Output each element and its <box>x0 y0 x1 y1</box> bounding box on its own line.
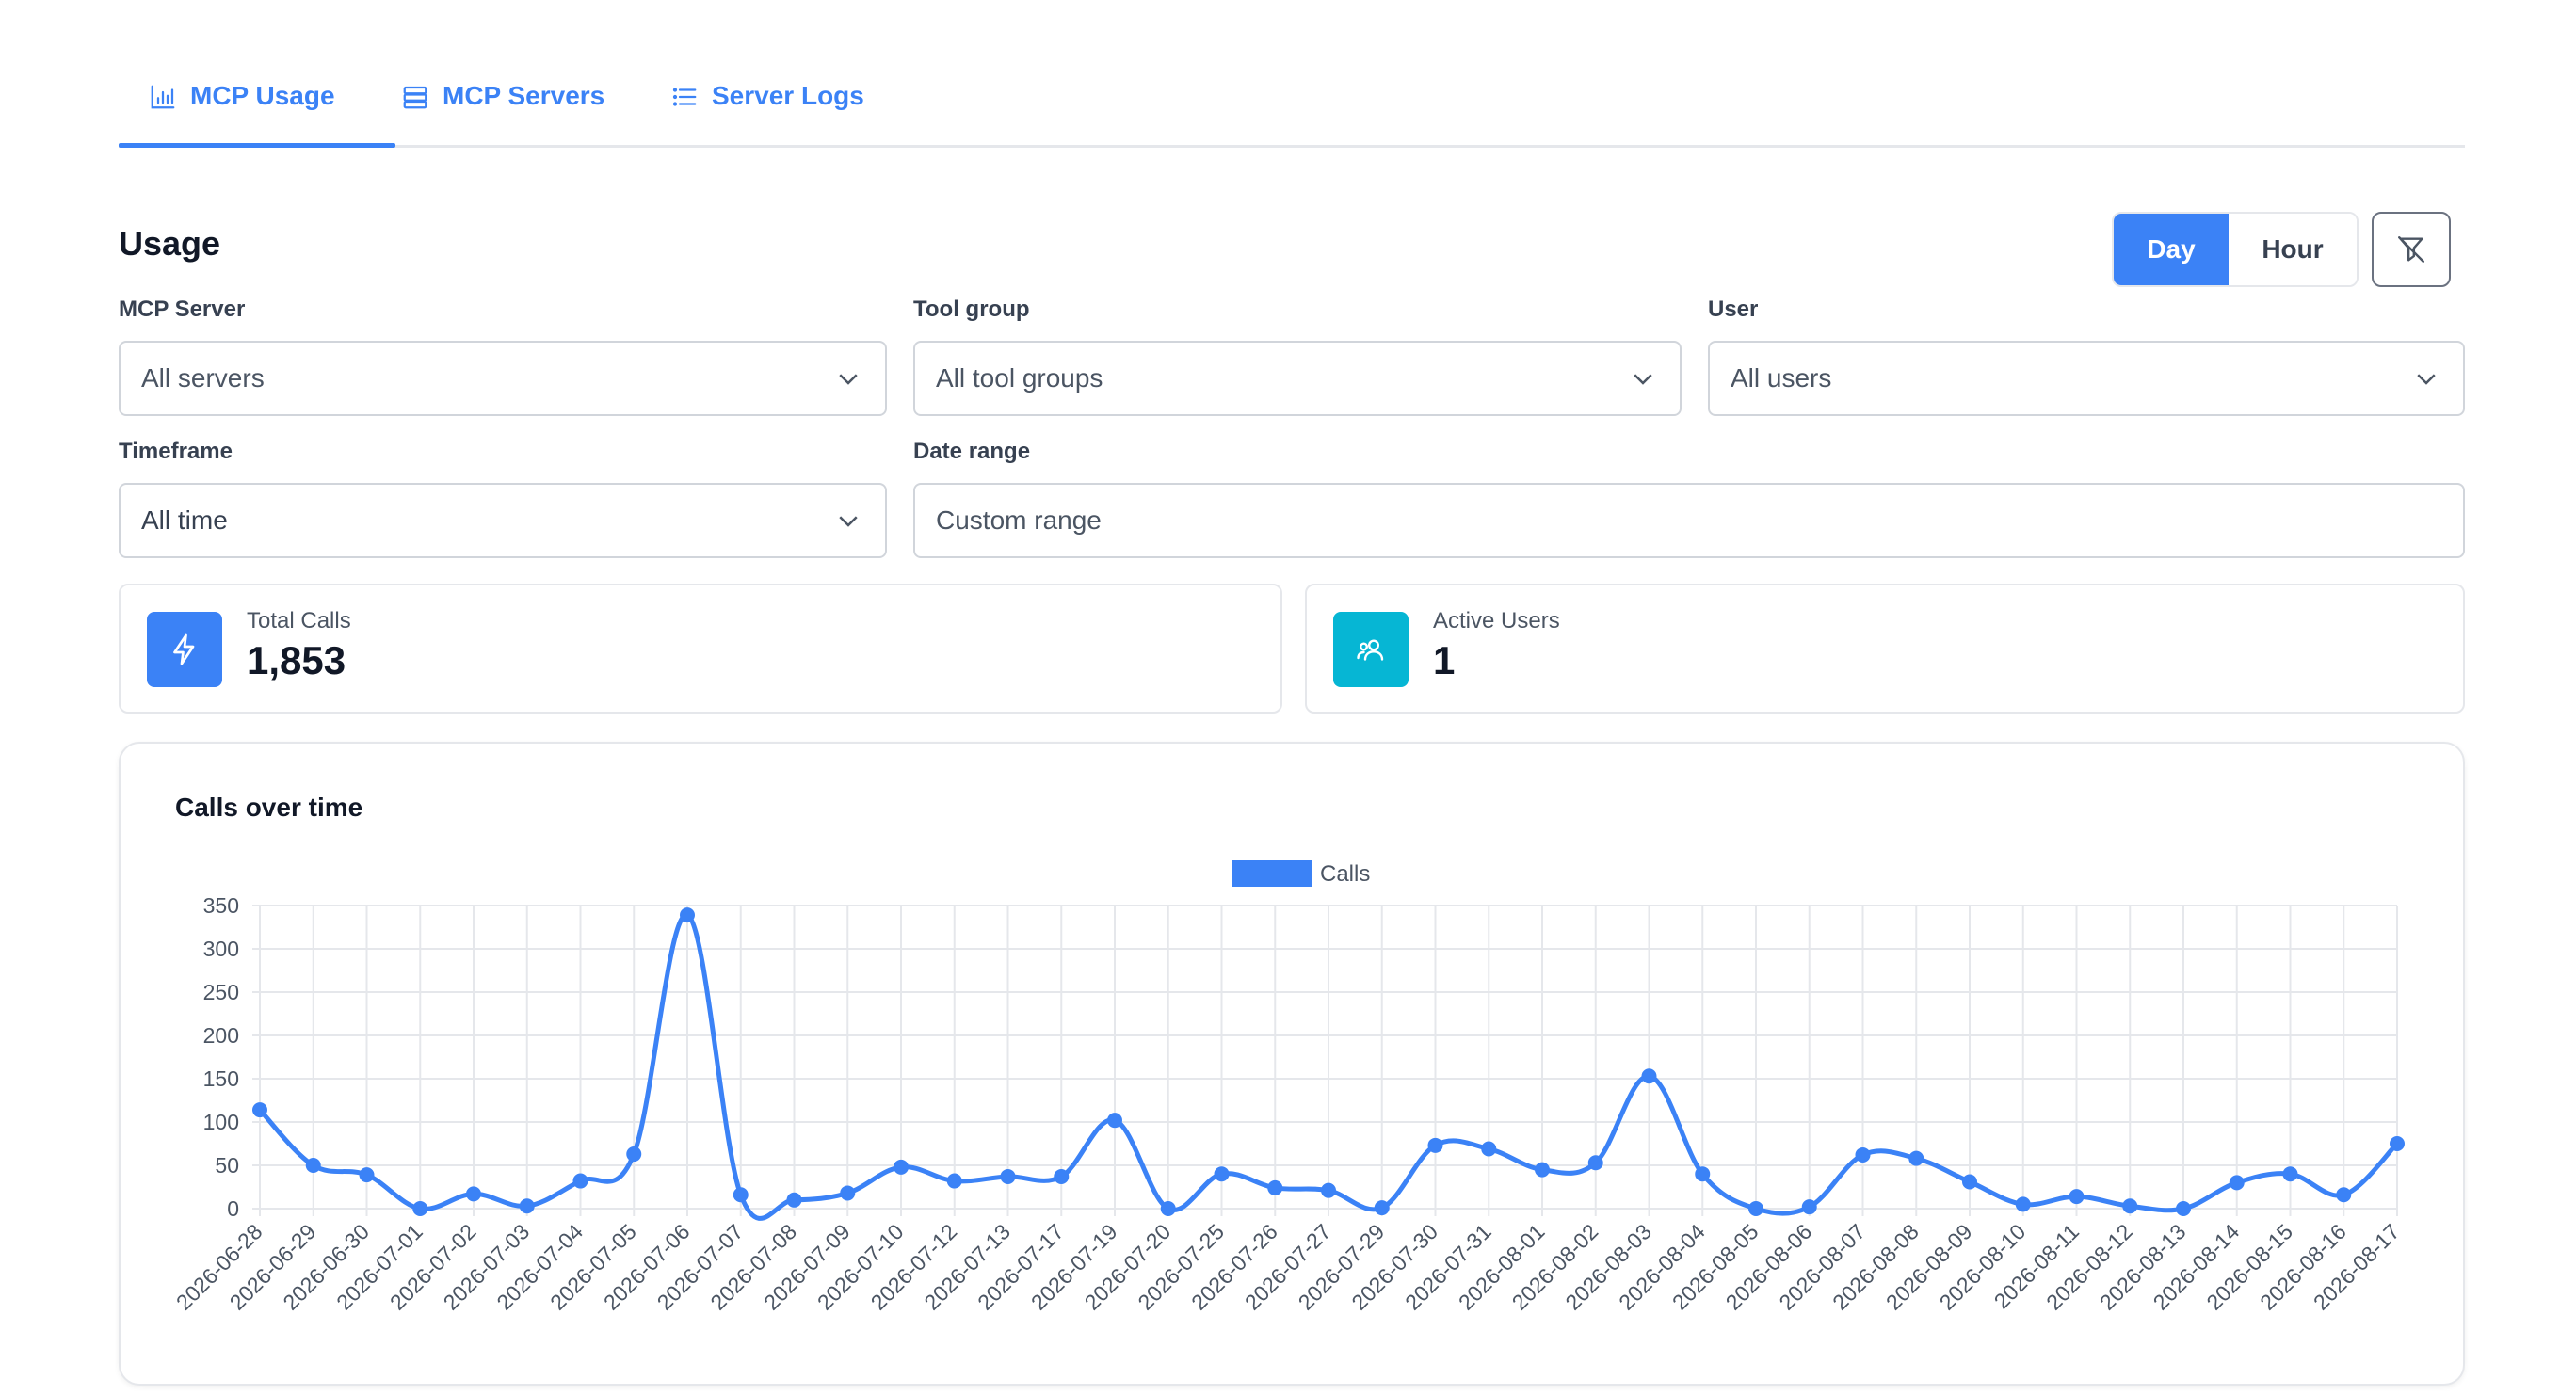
chevron-down-icon <box>839 516 858 527</box>
data-point <box>1587 1155 1603 1171</box>
user-select[interactable]: All users <box>1708 341 2465 416</box>
y-tick-label: 300 <box>203 937 239 961</box>
data-point <box>359 1167 375 1183</box>
y-tick-label: 150 <box>203 1066 239 1091</box>
active-users-value: 1 <box>1433 638 1456 682</box>
tab-label: Server Logs <box>712 81 864 110</box>
lightning-icon <box>173 633 195 665</box>
usage-title: Usage <box>119 224 221 263</box>
data-point <box>1641 1068 1657 1084</box>
clear-filters-button[interactable] <box>2372 212 2451 287</box>
mcp-server-select[interactable]: All servers <box>119 341 887 416</box>
data-point <box>1962 1174 1977 1190</box>
calls-chart-card: Calls over time 0 50 100 150 200 250 300 350 202… <box>119 742 2465 1386</box>
data-point <box>1321 1182 1336 1198</box>
tab-label: MCP Usage <box>190 81 335 110</box>
data-point <box>1748 1201 1763 1216</box>
data-point <box>2282 1166 2298 1182</box>
legend-swatch <box>1232 860 1312 887</box>
timeframe-label: Timeframe <box>119 439 233 464</box>
data-point <box>2390 1136 2405 1151</box>
data-point <box>572 1173 588 1189</box>
tab-server-logs[interactable]: Server Logs <box>670 66 915 145</box>
timeframe-select[interactable]: All time <box>119 483 887 558</box>
mcp-server-value: All servers <box>141 363 265 393</box>
total-calls-value: 1,853 <box>247 638 346 682</box>
data-point <box>2015 1196 2031 1212</box>
y-tick-label: 0 <box>227 1196 239 1221</box>
data-point <box>946 1173 962 1189</box>
data-point <box>1054 1168 1070 1184</box>
tab-label: MCP Servers <box>443 81 605 110</box>
data-point <box>2336 1187 2352 1203</box>
chevron-down-icon <box>839 374 858 385</box>
data-point <box>1535 1162 1550 1178</box>
granularity-toggle: Day Hour <box>2112 212 2359 287</box>
data-point <box>305 1158 321 1173</box>
date-range-placeholder: Custom range <box>936 505 1102 535</box>
user-value: All users <box>1731 363 1832 393</box>
tool-group-select[interactable]: All tool groups <box>913 341 1682 416</box>
data-point <box>252 1102 267 1118</box>
tab-mcp-servers[interactable]: MCP Servers <box>401 66 655 145</box>
day-button[interactable]: Day <box>2114 214 2229 285</box>
tool-group-label: Tool group <box>913 297 1030 322</box>
data-point <box>1908 1150 1924 1166</box>
total-calls-card: Total Calls 1,853 <box>119 584 1282 714</box>
y-tick-label: 100 <box>203 1110 239 1134</box>
active-users-label: Active Users <box>1433 608 1560 633</box>
calls-line-chart: 0501001502002503003502026-06-282026-06-2… <box>171 860 2405 1315</box>
data-point <box>733 1187 749 1203</box>
active-users-badge <box>1333 612 1409 687</box>
date-range-input[interactable]: Custom range <box>913 483 2465 558</box>
data-point <box>1427 1137 1443 1153</box>
date-range-label: Date range <box>913 439 1031 464</box>
hour-button[interactable]: Hour <box>2229 214 2357 285</box>
chart-title: Calls over time <box>175 793 363 822</box>
data-point <box>840 1185 856 1201</box>
tab-bar: MCP Usage MCP Servers Server Logs <box>119 66 2465 148</box>
total-calls-badge <box>147 612 222 687</box>
tab-mcp-usage[interactable]: MCP Usage <box>119 66 395 148</box>
data-point <box>1801 1199 1817 1215</box>
bar-chart-icon <box>151 85 175 109</box>
y-tick-label: 200 <box>203 1023 239 1048</box>
data-point <box>1481 1141 1497 1157</box>
data-point <box>894 1159 909 1175</box>
chevron-down-icon <box>1634 374 1652 385</box>
users-icon <box>1357 639 1384 661</box>
tool-group-value: All tool groups <box>936 363 1103 393</box>
data-point <box>1374 1200 1390 1216</box>
data-point <box>1267 1179 1283 1195</box>
user-label: User <box>1708 297 1759 322</box>
data-point <box>680 907 695 923</box>
total-calls-label: Total Calls <box>247 608 351 633</box>
data-point <box>2069 1189 2085 1205</box>
data-point <box>2122 1198 2138 1214</box>
data-point <box>2176 1201 2191 1216</box>
data-point <box>1855 1146 1871 1162</box>
data-point <box>1000 1168 1016 1184</box>
chevron-down-icon <box>2417 374 2436 385</box>
y-tick-label: 350 <box>203 893 239 918</box>
timeframe-value: All time <box>141 505 228 535</box>
data-point <box>626 1146 642 1162</box>
server-icon <box>403 86 427 109</box>
data-point <box>1160 1201 1176 1216</box>
filter-off-icon <box>2398 236 2424 263</box>
data-point <box>1695 1166 1711 1182</box>
list-icon <box>672 88 697 106</box>
y-tick-label: 50 <box>215 1153 239 1178</box>
data-point <box>786 1192 802 1208</box>
data-point <box>466 1186 481 1202</box>
y-tick-label: 250 <box>203 980 239 1004</box>
data-point <box>412 1201 428 1216</box>
active-users-card: Active Users 1 <box>1305 584 2465 714</box>
data-point <box>1214 1166 1230 1182</box>
legend-label: Calls <box>1320 861 1370 887</box>
data-point <box>519 1198 535 1214</box>
data-point <box>2229 1175 2245 1191</box>
data-point <box>1107 1113 1122 1129</box>
mcp-server-label: MCP Server <box>119 297 246 322</box>
